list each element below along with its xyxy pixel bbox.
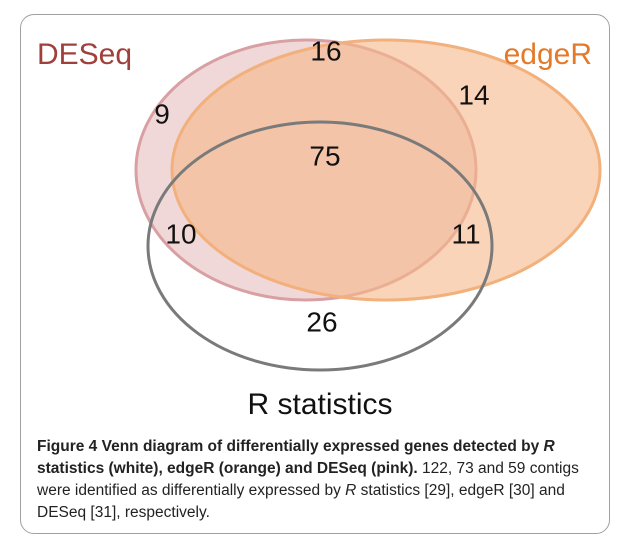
caption-title: R [543,438,555,455]
figure-caption: Figure 4 Venn diagram of differentially … [37,436,602,524]
region-count: 75 [309,140,340,171]
region-count: 11 [451,218,480,249]
region-count: 16 [310,35,341,66]
set-label: DESeq [37,38,132,71]
caption-text: statistics [29], edgeR [30] and DESeq [3… [37,482,565,521]
venn-diagram: DESeq edgeR R statistics 16 14 9 75 10 1… [37,35,602,421]
set-label: edgeR [504,38,592,71]
region-count: 26 [306,306,337,337]
caption-text: R [345,482,357,499]
figure-frame [20,14,610,534]
region-count: 14 [458,79,489,110]
region-count: 10 [165,218,196,249]
r-statistics-set [146,120,494,372]
caption-label: Figure 4 [37,438,98,455]
region-count: 9 [154,98,170,129]
caption-text: 122, 73 and 59 contigs were identified a… [37,460,579,499]
caption-title: Venn diagram of differentially expressed… [97,438,544,455]
edger-set [170,38,602,302]
caption-title: statistics (white), edgeR (orange) and D… [37,460,418,477]
set-label: R statistics [247,388,392,421]
